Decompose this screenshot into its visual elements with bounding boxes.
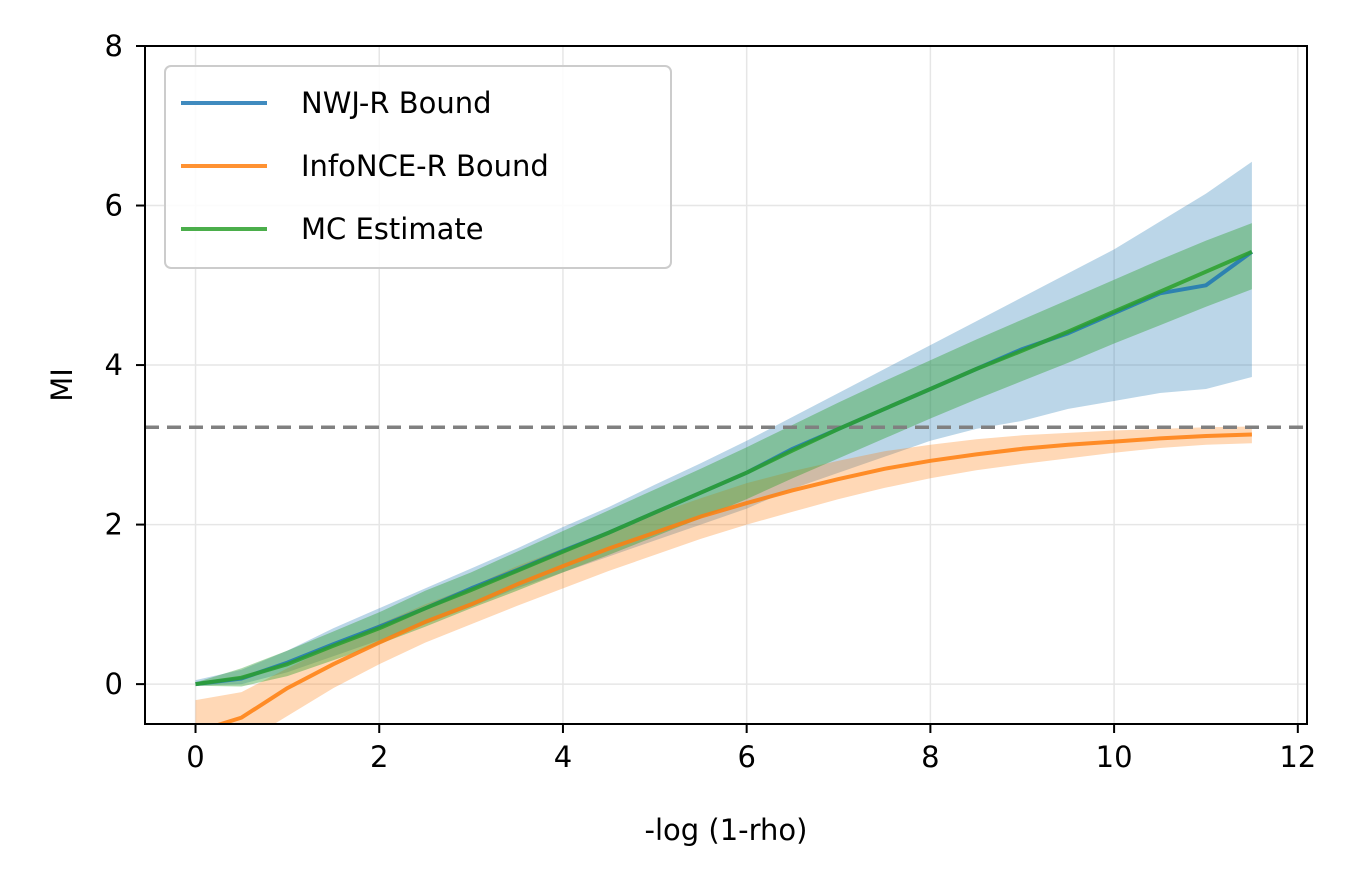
y-tick-label: 0 bbox=[105, 667, 123, 701]
legend-label: MC Estimate bbox=[301, 212, 484, 246]
x-tick-label: 8 bbox=[921, 740, 939, 774]
legend-label: InfoNCE-R Bound bbox=[301, 149, 549, 183]
x-tick-label: 12 bbox=[1279, 740, 1316, 774]
x-tick-label: 0 bbox=[186, 740, 204, 774]
band-mc-estimate bbox=[195, 223, 1252, 687]
x-tick-label: 2 bbox=[370, 740, 388, 774]
series-lines bbox=[195, 249, 1254, 724]
band-infonce-r-bound bbox=[195, 426, 1252, 724]
legend: NWJ-R Bound InfoNCE-R Bound MC Estimate bbox=[164, 65, 672, 269]
y-tick-label: 6 bbox=[105, 189, 123, 223]
legend-label: NWJ-R Bound bbox=[301, 86, 492, 120]
y-axis-label: MI bbox=[45, 368, 79, 402]
x-axis-label: -log (1-rho) bbox=[645, 813, 808, 847]
x-tick-label: 6 bbox=[737, 740, 755, 774]
y-tick-label: 8 bbox=[105, 29, 123, 63]
y-tick-label: 4 bbox=[105, 348, 123, 382]
confidence-bands bbox=[195, 161, 1252, 724]
line-mc-estimate bbox=[195, 249, 1253, 687]
x-tick-label: 4 bbox=[554, 740, 572, 774]
x-axis-ticks: 0 2 4 6 8 10 12 bbox=[186, 724, 1316, 774]
line-infonce-r-bound bbox=[214, 432, 1252, 724]
y-axis-ticks: 0 2 4 6 8 bbox=[105, 29, 145, 701]
plot-frame bbox=[144, 45, 1308, 725]
legend-box bbox=[164, 65, 672, 269]
y-tick-label: 2 bbox=[105, 508, 123, 542]
x-tick-label: 10 bbox=[1096, 740, 1133, 774]
